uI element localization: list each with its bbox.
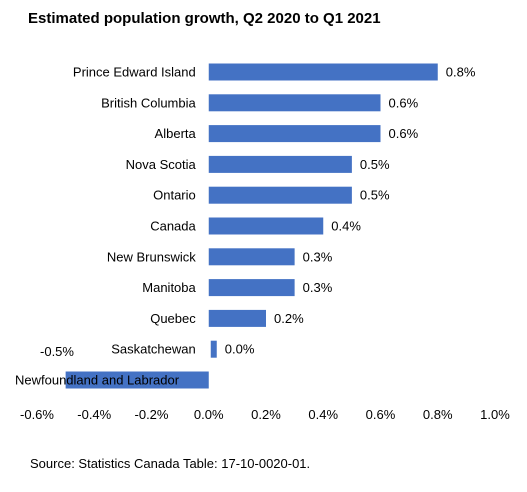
data-label: 0.5%	[360, 157, 390, 172]
bar	[208, 63, 438, 81]
data-label: 0.3%	[303, 280, 333, 295]
x-tick-label: 1.0%	[480, 407, 510, 422]
category-label: Newfoundland and Labrador	[15, 373, 180, 388]
data-label: 0.6%	[389, 95, 419, 110]
data-label: 0.2%	[274, 311, 304, 326]
data-label: 0.6%	[389, 126, 419, 141]
x-tick-label: 0.4%	[308, 407, 338, 422]
x-tick-label: 0.2%	[251, 407, 281, 422]
category-label: Quebec	[150, 311, 196, 326]
source-note: Source: Statistics Canada Table: 17-10-0…	[30, 456, 311, 471]
x-tick-label: 0.6%	[366, 407, 396, 422]
x-tick-label: -0.4%	[77, 407, 111, 422]
data-label: 0.3%	[303, 249, 333, 264]
data-label: -0.5%	[40, 344, 74, 359]
x-tick-label: -0.2%	[135, 407, 169, 422]
category-label: New Brunswick	[107, 249, 196, 264]
data-label: 0.4%	[331, 219, 361, 234]
category-label: Ontario	[153, 188, 196, 203]
category-label: Saskatchewan	[111, 342, 196, 357]
data-label: 0.8%	[446, 65, 476, 80]
data-label: 0.5%	[360, 188, 390, 203]
category-label: British Columbia	[101, 95, 196, 110]
x-tick-label: 0.0%	[194, 407, 224, 422]
bar	[208, 94, 381, 112]
bar	[208, 279, 295, 297]
category-label: Nova Scotia	[126, 157, 197, 172]
category-label: Canada	[150, 219, 196, 234]
x-tick-label: 0.8%	[423, 407, 453, 422]
bar	[208, 155, 352, 173]
bar	[210, 340, 217, 358]
x-tick-label: -0.6%	[20, 407, 54, 422]
bar	[208, 125, 381, 143]
bar	[208, 186, 352, 204]
data-label: 0.0%	[225, 342, 255, 357]
bar	[65, 371, 209, 389]
chart-title: Estimated population growth, Q2 2020 to …	[28, 10, 381, 27]
bar	[208, 217, 324, 235]
category-label: Prince Edward Island	[73, 65, 196, 80]
category-label: Alberta	[155, 126, 197, 141]
category-label: Manitoba	[142, 280, 196, 295]
bar	[208, 248, 295, 266]
bar	[208, 309, 266, 327]
